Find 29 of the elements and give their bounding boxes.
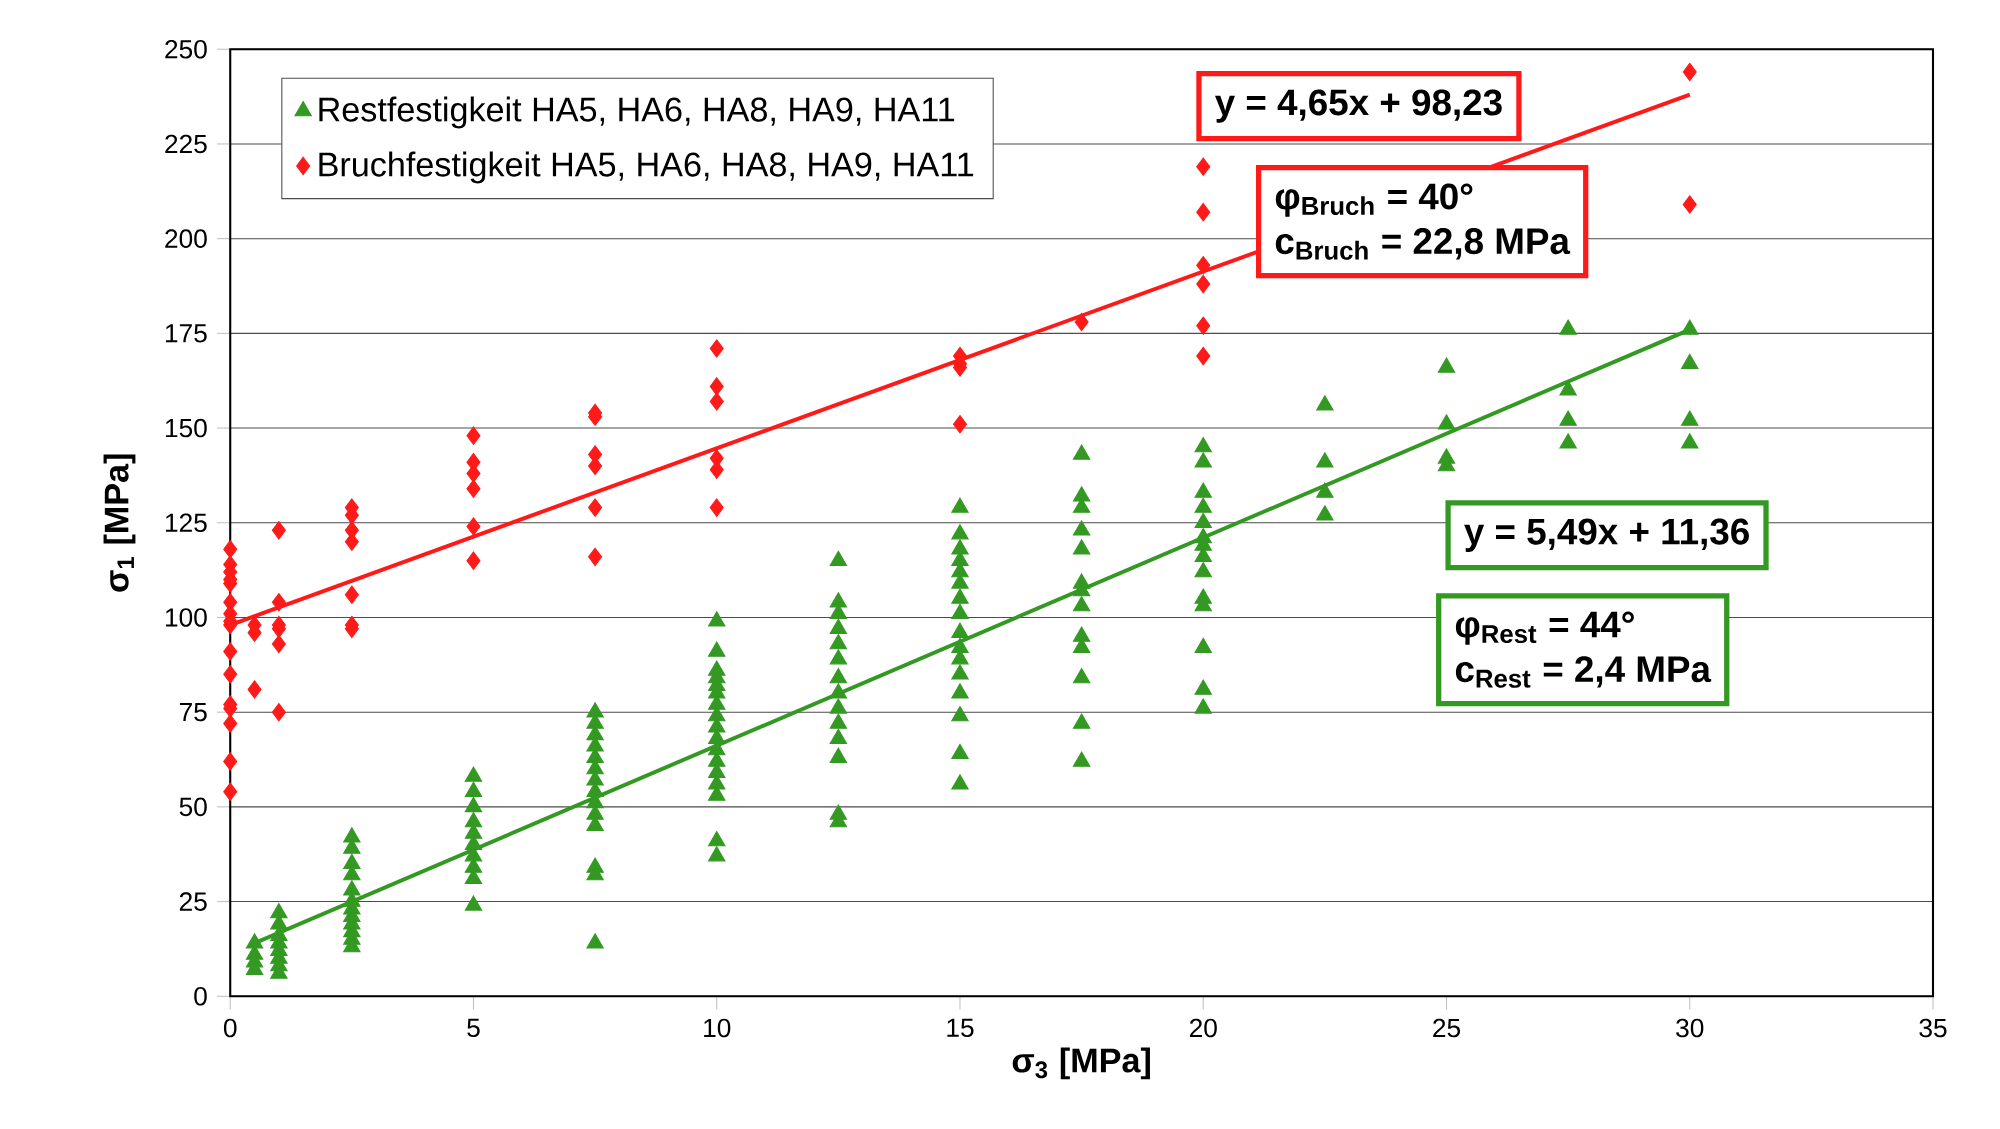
legend-label: Restfestigkeit HA5, HA6, HA8, HA9, HA11 — [319, 96, 955, 129]
y-tick-label: 225 — [165, 134, 207, 154]
x-tick-label: 5 — [467, 1018, 480, 1037]
y-tick-label: 200 — [165, 229, 207, 248]
x-tick-label: 15 — [947, 1018, 974, 1037]
y-tick-label: 25 — [179, 892, 207, 911]
x-tick-label: 0 — [223, 1018, 237, 1038]
y-tick-label: 150 — [165, 418, 207, 438]
annotation: φ$_{Bruch}$ = 40° — [1275, 183, 1473, 217]
y-tick-label: 250 — [165, 39, 207, 59]
y-axis-title: σ$_{1}$ [MPa] — [103, 454, 136, 592]
annotation: c$_{Rest}$ = 2,4 MPa — [1455, 656, 1712, 688]
y-tick-label: 175 — [165, 324, 207, 343]
x-tick-label: 20 — [1189, 1018, 1217, 1038]
annotation: φ$_{Rest}$ = 44° — [1455, 611, 1634, 645]
legend-label: Bruchfestigkeit HA5, HA6, HA8, HA9, HA11 — [319, 151, 974, 184]
y-tick-label: 125 — [165, 513, 207, 532]
y-tick-label: 75 — [179, 702, 207, 722]
y-tick-label: 100 — [165, 608, 207, 627]
y-tick-label: 50 — [179, 797, 207, 817]
x-axis-title: σ$_{3}$ [MPa] — [1012, 1047, 1150, 1080]
x-tick-label: 10 — [704, 1018, 731, 1038]
x-tick-label: 35 — [1919, 1018, 1947, 1038]
x-tick-label: 25 — [1433, 1018, 1461, 1038]
y-tick-label: 0 — [194, 986, 207, 1006]
annotation: c$_{Bruch}$ = 22,8 MPa — [1275, 227, 1571, 260]
annotation: y = 4,65x + 98,23 — [1215, 89, 1502, 123]
x-tick-label: 30 — [1676, 1018, 1704, 1038]
annotation: y = 5,49x + 11,36 — [1464, 518, 1749, 552]
